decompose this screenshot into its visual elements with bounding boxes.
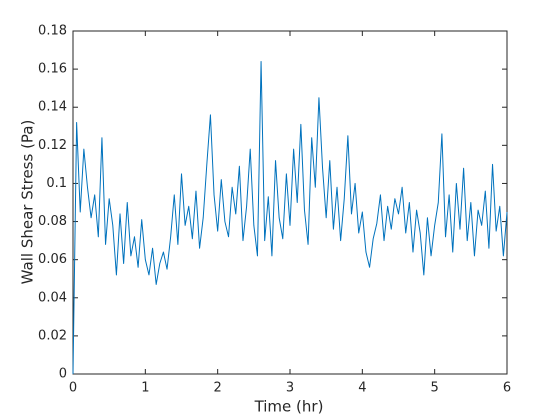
y-tick-label: 0.06	[38, 252, 67, 267]
y-tick-label: 0	[59, 367, 67, 382]
y-tick-label: 0.18	[38, 24, 67, 39]
x-tick-label: 6	[503, 381, 511, 396]
y-tick-label: 0.12	[38, 138, 67, 153]
y-tick-label: 0.02	[38, 328, 67, 343]
y-tick-label: 0.16	[38, 62, 67, 77]
y-axis-label: Wall Shear Stress (Pa)	[19, 120, 37, 285]
x-tick-label: 0	[69, 381, 77, 396]
x-tick-label: 1	[141, 381, 149, 396]
x-tick-label: 4	[358, 381, 366, 396]
axes-box	[72, 30, 508, 375]
x-tick-label: 2	[214, 381, 222, 396]
x-axis-label: Time (hr)	[254, 398, 324, 416]
y-tick-label: 0.14	[38, 100, 67, 115]
x-tick-label: 5	[431, 381, 439, 396]
y-tick-label: 0.1	[46, 176, 67, 191]
y-tick-label: 0.08	[38, 214, 67, 229]
y-tick-label: 0.04	[38, 290, 67, 305]
data-line	[72, 60, 508, 375]
x-tick-label: 3	[286, 381, 294, 396]
